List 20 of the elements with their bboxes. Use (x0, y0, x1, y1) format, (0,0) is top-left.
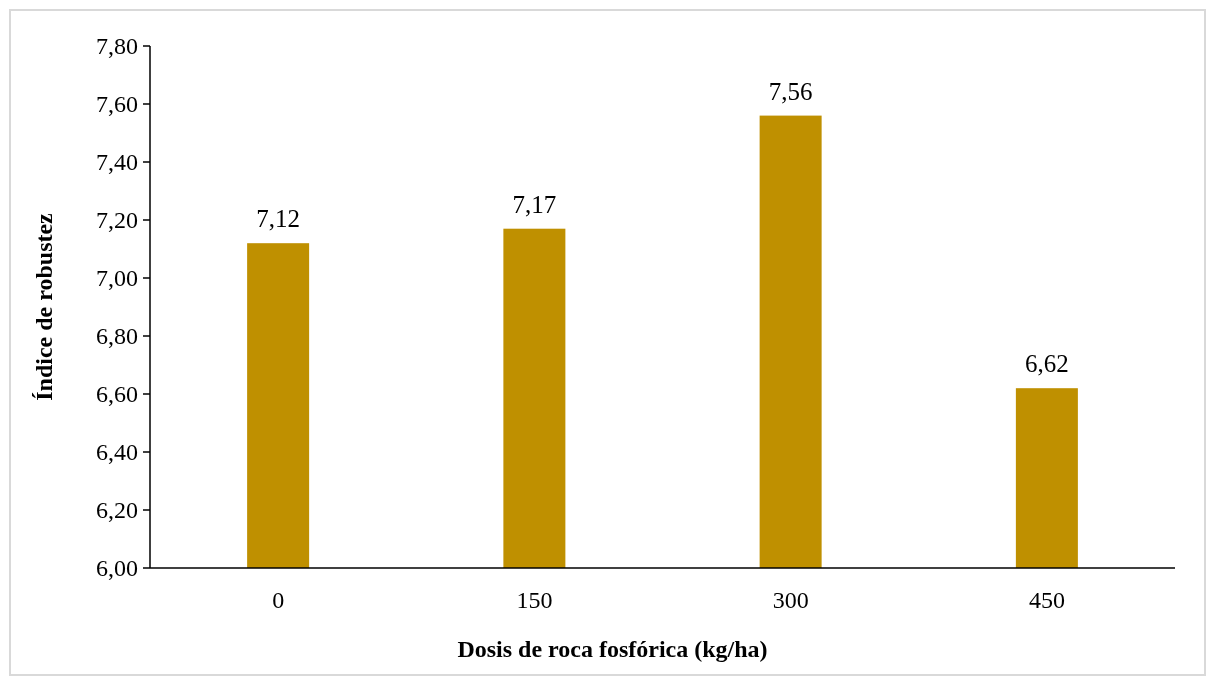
data-label: 7,17 (512, 190, 557, 218)
y-tick-label: 7,00 (96, 265, 138, 292)
x-tick-label: 0 (272, 587, 285, 613)
x-tick-label: 450 (1028, 587, 1065, 613)
y-tick-label: 6,60 (96, 381, 138, 408)
y-tick-label: 7,40 (96, 149, 138, 176)
y-tick-label: 7,60 (96, 91, 138, 118)
x-tick-label: 300 (772, 587, 809, 613)
data-label: 6,62 (1025, 350, 1069, 378)
x-axis-title: Dosis de roca fosfórica (kg/ha) (457, 636, 768, 662)
y-tick-label: 6,00 (96, 555, 138, 582)
y-tick-label: 7,20 (96, 207, 138, 234)
data-label: 7,12 (256, 205, 300, 233)
y-axis-title: Índice de robustez (31, 212, 57, 401)
y-tick-label: 7,80 (96, 33, 138, 60)
y-tick-label: 6,20 (96, 497, 138, 524)
y-tick-label: 6,40 (96, 439, 138, 466)
data-label: 7,56 (768, 77, 813, 105)
x-tick-label: 150 (516, 587, 553, 613)
y-tick-label: 6,80 (96, 323, 138, 350)
